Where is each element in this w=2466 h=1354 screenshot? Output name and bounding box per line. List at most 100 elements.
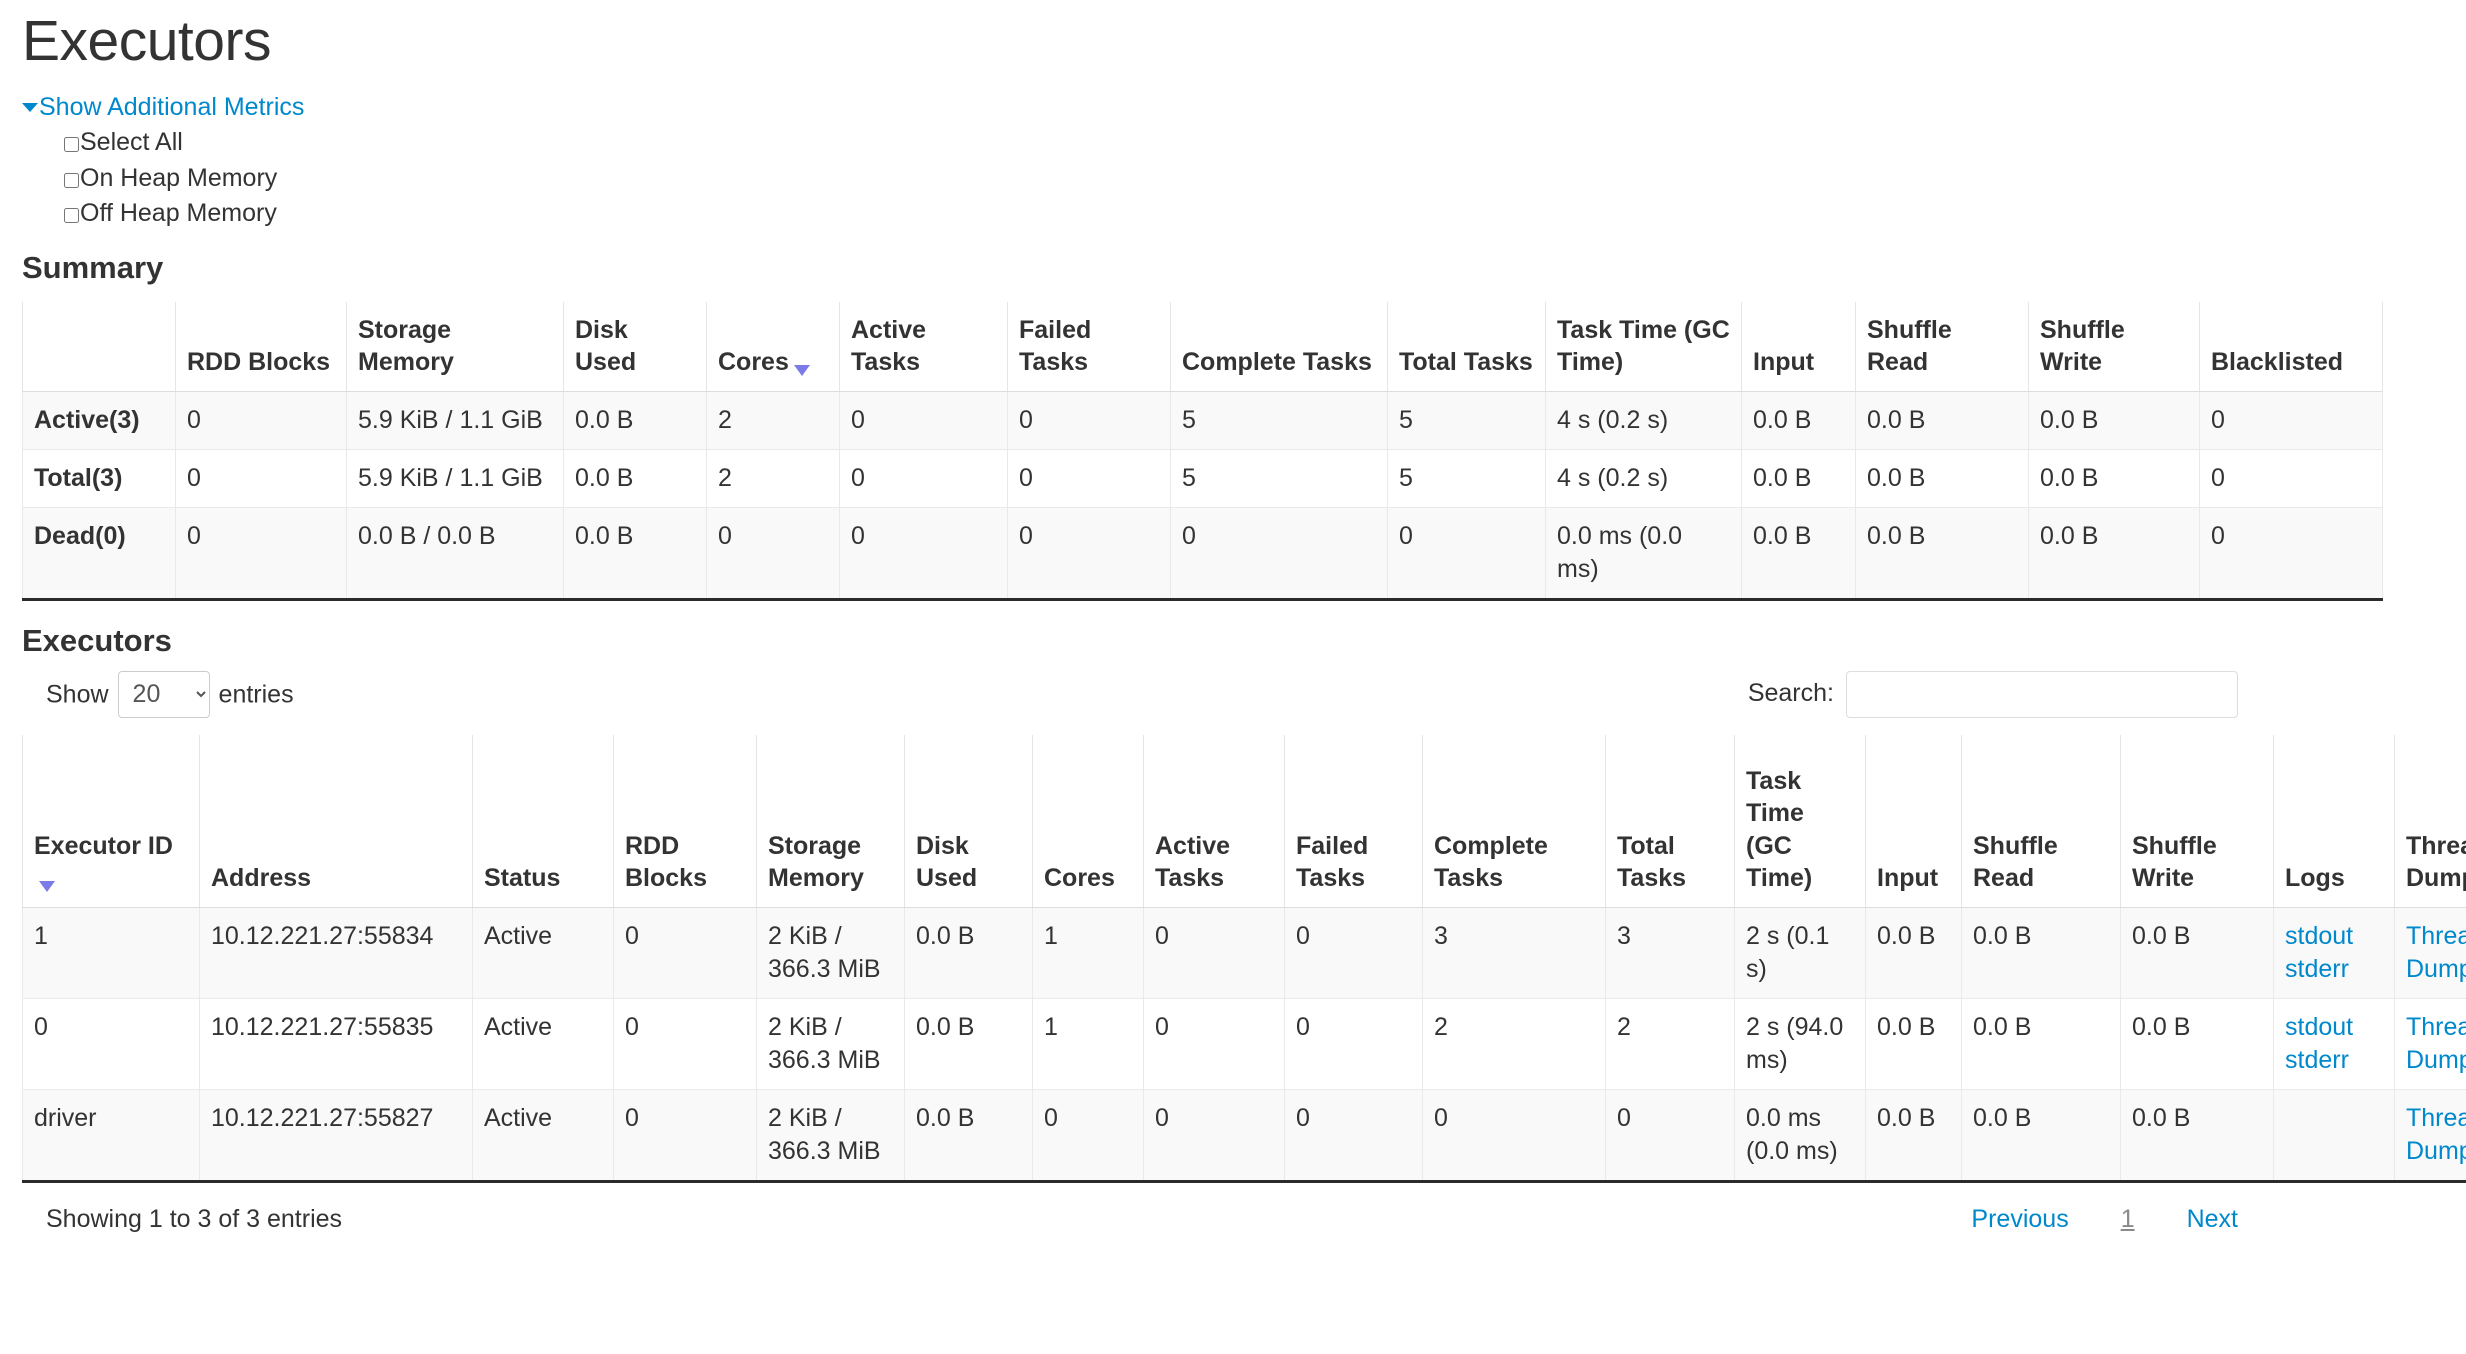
executors-col-active-tasks[interactable]: Active Tasks	[1143, 734, 1285, 908]
summary-cell-failed-tasks: 0	[1007, 448, 1171, 508]
summary-col-storage-memory[interactable]: Storage Memory	[346, 301, 564, 392]
executors-col-shuffle-write[interactable]: Shuffle Write	[2120, 734, 2274, 908]
summary-cell-blacklisted: 0	[2199, 506, 2383, 600]
page-number-1[interactable]: 1	[2120, 1204, 2135, 1233]
summary-col-task-time[interactable]: Task Time (GC Time)	[1545, 301, 1742, 392]
executor-cell-address: 10.12.221.27:55827	[199, 1088, 473, 1182]
show-label: Show	[46, 680, 109, 709]
summary-col-total-tasks[interactable]: Total Tasks	[1387, 301, 1546, 392]
caret-down-icon	[22, 102, 38, 112]
summary-col-active-tasks[interactable]: Active Tasks	[839, 301, 1008, 392]
pagination: Previous 1 Next	[1933, 1205, 2238, 1234]
executors-col-disk-used[interactable]: Disk Used	[904, 734, 1033, 908]
summary-cell-total-tasks: 5	[1387, 390, 1546, 450]
summary-col-complete-tasks[interactable]: Complete Tasks	[1170, 301, 1388, 392]
executors-col-shuffle-read[interactable]: Shuffle Read	[1961, 734, 2121, 908]
executors-col-storage-memory[interactable]: Storage Memory	[756, 734, 905, 908]
summary-col-blacklisted[interactable]: Blacklisted	[2199, 301, 2383, 392]
executor-cell-complete-tasks: 0	[1422, 1088, 1606, 1182]
executor-cell-shuffle-write: 0.0 B	[2120, 906, 2274, 999]
search-control: Search:	[1748, 670, 2238, 718]
metric-option-off-heap-memory[interactable]: Off Heap Memory	[64, 196, 2444, 232]
executor-cell-id: 0	[22, 997, 200, 1090]
executor-cell-failed-tasks: 0	[1284, 906, 1423, 999]
summary-col-rdd-blocks[interactable]: RDD Blocks	[175, 301, 347, 392]
next-page-button[interactable]: Next	[2186, 1204, 2238, 1233]
summary-col-input[interactable]: Input	[1741, 301, 1856, 392]
executor-cell-failed-tasks: 0	[1284, 1088, 1423, 1182]
thread-dump-link[interactable]: Thread Dump	[2406, 1103, 2466, 1165]
stdout-link[interactable]: stdout	[2285, 921, 2354, 950]
executor-cell-active-tasks: 0	[1143, 997, 1285, 1090]
executors-col-failed-tasks[interactable]: Failed Tasks	[1284, 734, 1423, 908]
executors-col-total-tasks[interactable]: Total Tasks	[1605, 734, 1735, 908]
executor-cell-storage-memory: 2 KiB / 366.3 MiB	[756, 906, 905, 999]
executors-col-complete-tasks[interactable]: Complete Tasks	[1422, 734, 1606, 908]
metric-option-select-all[interactable]: Select All	[64, 125, 2444, 161]
executors-col-logs[interactable]: Logs	[2273, 734, 2395, 908]
executors-col-status[interactable]: Status	[472, 734, 614, 908]
on-heap-memory-checkbox[interactable]	[64, 172, 79, 188]
summary-row-label: Active(3)	[22, 390, 176, 450]
executors-col-input[interactable]: Input	[1865, 734, 1962, 908]
stderr-link[interactable]: stderr	[2285, 1045, 2349, 1074]
executors-table-head: Executor ID Address Status RDD Blocks St…	[22, 734, 2466, 908]
table-row: Dead(0) 0 0.0 B / 0.0 B 0.0 B 0 0 0 0 0 …	[22, 506, 2383, 600]
summary-cell-rdd-blocks: 0	[175, 390, 347, 450]
previous-page-button[interactable]: Previous	[1971, 1204, 2069, 1233]
summary-cell-shuffle-read: 0.0 B	[1855, 448, 2029, 508]
summary-col-shuffle-read[interactable]: Shuffle Read	[1855, 301, 2029, 392]
search-input[interactable]	[1846, 670, 2238, 718]
stdout-link[interactable]: stdout	[2285, 1012, 2354, 1041]
executors-table: Executor ID Address Status RDD Blocks St…	[22, 734, 2466, 1183]
metric-option-on-heap-memory[interactable]: On Heap Memory	[64, 161, 2444, 197]
summary-col-disk-used[interactable]: Disk Used	[563, 301, 707, 392]
table-row: Active(3) 0 5.9 KiB / 1.1 GiB 0.0 B 2 0 …	[22, 390, 2383, 450]
executors-col-address[interactable]: Address	[199, 734, 473, 908]
summary-cell-shuffle-write: 0.0 B	[2028, 506, 2200, 600]
summary-cell-storage-memory: 0.0 B / 0.0 B	[346, 506, 564, 600]
page-length-select[interactable]: 204060100All	[117, 670, 210, 718]
executor-cell-task-time: 2 s (0.1 s)	[1734, 906, 1866, 999]
summary-cell-shuffle-read: 0.0 B	[1855, 506, 2029, 600]
executor-cell-thread-dump: Thread Dump	[2394, 1088, 2466, 1182]
executors-col-cores[interactable]: Cores	[1032, 734, 1144, 908]
summary-col-cores-label: Cores	[718, 348, 789, 377]
table-row: Total(3) 0 5.9 KiB / 1.1 GiB 0.0 B 2 0 0…	[22, 448, 2383, 508]
summary-cell-complete-tasks: 5	[1170, 448, 1388, 508]
summary-col-cores[interactable]: Cores	[706, 301, 840, 392]
off-heap-memory-checkbox[interactable]	[64, 208, 79, 224]
executors-col-executor-id[interactable]: Executor ID	[22, 734, 200, 908]
thread-dump-link[interactable]: Thread Dump	[2406, 1012, 2466, 1074]
executor-cell-rdd-blocks: 0	[613, 997, 757, 1090]
stderr-link[interactable]: stderr	[2285, 954, 2349, 983]
executors-col-task-time[interactable]: Task Time (GC Time)	[1734, 734, 1866, 908]
sort-descending-icon	[793, 365, 810, 377]
summary-table-wrap: RDD Blocks Storage Memory Disk Used Core…	[22, 286, 2444, 601]
summary-cell-total-tasks: 0	[1387, 506, 1546, 600]
executor-cell-task-time: 0.0 ms (0.0 ms)	[1734, 1088, 1866, 1182]
thread-dump-link[interactable]: Thread Dump	[2406, 921, 2466, 983]
executors-col-rdd-blocks[interactable]: RDD Blocks	[613, 734, 757, 908]
summary-cell-shuffle-read: 0.0 B	[1855, 390, 2029, 450]
summary-col-shuffle-write[interactable]: Shuffle Write	[2028, 301, 2200, 392]
summary-row-label: Dead(0)	[22, 506, 176, 600]
show-additional-metrics-toggle[interactable]: Show Additional Metrics	[22, 92, 2444, 122]
summary-cell-complete-tasks: 0	[1170, 506, 1388, 600]
summary-cell-task-time: 4 s (0.2 s)	[1545, 390, 1742, 450]
summary-cell-shuffle-write: 0.0 B	[2028, 390, 2200, 450]
summary-cell-total-tasks: 5	[1387, 448, 1546, 508]
summary-cell-failed-tasks: 0	[1007, 506, 1171, 600]
page-title: Executors	[22, 9, 271, 73]
summary-cell-task-time: 0.0 ms (0.0 ms)	[1545, 506, 1742, 600]
summary-col-blank[interactable]	[22, 301, 176, 392]
executors-col-thread-dump[interactable]: Thread Dump	[2394, 734, 2466, 908]
executor-cell-storage-memory: 2 KiB / 366.3 MiB	[756, 997, 905, 1090]
select-all-checkbox[interactable]	[64, 137, 79, 153]
table-row: 0 10.12.221.27:55835 Active 0 2 KiB / 36…	[22, 997, 2466, 1090]
show-additional-metrics-link[interactable]: Show Additional Metrics	[39, 92, 305, 121]
executors-page: Executors Show Additional Metrics Select…	[22, 9, 2466, 1234]
executor-cell-shuffle-write: 0.0 B	[2120, 997, 2274, 1090]
summary-col-failed-tasks[interactable]: Failed Tasks	[1007, 301, 1171, 392]
executor-cell-complete-tasks: 2	[1422, 997, 1606, 1090]
